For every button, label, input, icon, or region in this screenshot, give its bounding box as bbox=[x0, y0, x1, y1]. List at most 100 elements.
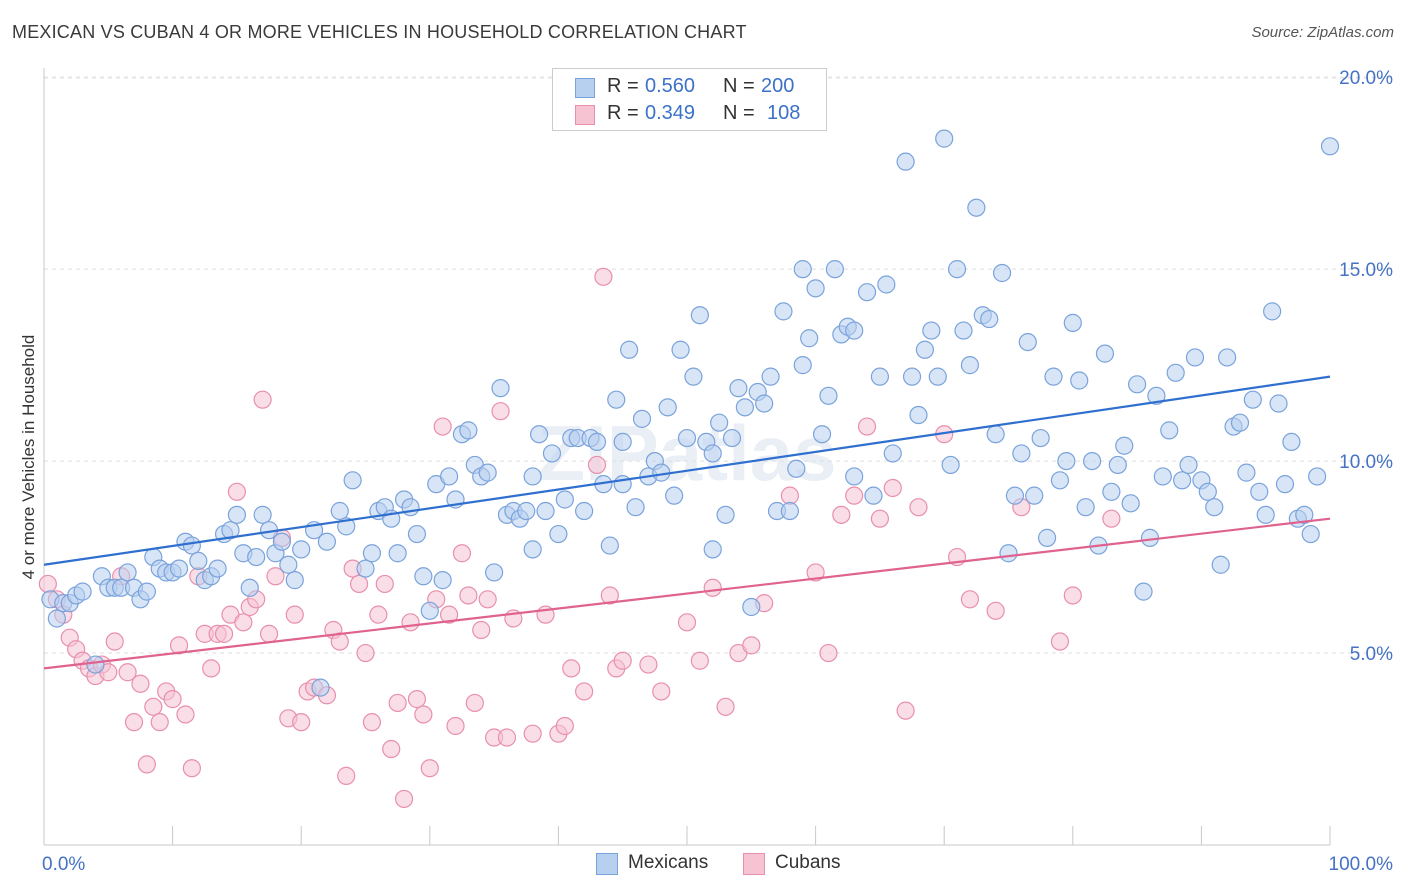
mexicans-point bbox=[1147, 386, 1166, 405]
mexicans-point bbox=[1320, 137, 1340, 156]
mexicans-point bbox=[1269, 394, 1288, 413]
mexicans-point bbox=[620, 340, 639, 359]
mexicans-point bbox=[439, 467, 459, 486]
cubans-point bbox=[677, 613, 697, 632]
mexicans-point bbox=[221, 521, 240, 540]
mexicans-point bbox=[607, 390, 626, 409]
cubans-point bbox=[600, 586, 619, 605]
mexicans-point bbox=[909, 405, 928, 425]
cubans-point bbox=[742, 636, 761, 655]
mexicans-point bbox=[491, 379, 510, 398]
cubans-point bbox=[253, 390, 272, 409]
cubans-point bbox=[478, 590, 497, 609]
cubans-point bbox=[144, 697, 163, 716]
mexicans-point bbox=[870, 367, 890, 386]
cubans-point bbox=[163, 690, 182, 709]
cubans-point bbox=[652, 682, 671, 701]
source-label: Source: ZipAtlas.com bbox=[1251, 24, 1394, 41]
mexicans-point bbox=[523, 467, 542, 486]
mexicans-point bbox=[311, 678, 330, 697]
y-tick-label: 10.0% bbox=[1339, 452, 1393, 473]
mexicans-point bbox=[613, 432, 632, 452]
mexicans-point bbox=[1095, 344, 1115, 363]
mexicans-point bbox=[330, 501, 349, 521]
mexicans-point bbox=[1301, 524, 1320, 544]
cubans-point bbox=[182, 759, 201, 778]
mexicans-point bbox=[1031, 428, 1050, 448]
cubans-points bbox=[38, 267, 1121, 809]
cubans-point bbox=[613, 651, 632, 670]
mexicans-point bbox=[247, 547, 266, 567]
mexicans-point bbox=[272, 532, 292, 551]
cubans-point bbox=[883, 478, 902, 498]
chart-title: MEXICAN VS CUBAN 4 OR MORE VEHICLES IN H… bbox=[12, 22, 747, 42]
mexicans-point bbox=[73, 582, 92, 601]
mexicans-point bbox=[362, 544, 382, 563]
mexicans-point bbox=[800, 329, 819, 348]
mexicans-point bbox=[1108, 455, 1127, 475]
cubans-point bbox=[382, 739, 401, 759]
mexicans-point bbox=[530, 425, 549, 444]
cubans-point bbox=[337, 766, 356, 785]
mexicans-point bbox=[1153, 467, 1172, 486]
cubans-point bbox=[401, 613, 420, 632]
mexicans-point bbox=[665, 486, 684, 505]
cubans-point bbox=[716, 697, 735, 716]
cubans-point bbox=[124, 713, 144, 732]
cubans-point bbox=[394, 789, 414, 809]
cubans-point bbox=[131, 674, 150, 693]
mexicans-point bbox=[722, 428, 742, 448]
cubans-point bbox=[575, 682, 594, 701]
cubans-point bbox=[420, 759, 439, 778]
mexicans-point bbox=[819, 386, 838, 405]
cubans-point bbox=[896, 701, 915, 720]
mexicans-point bbox=[1012, 444, 1031, 463]
mexicans-point bbox=[485, 563, 504, 582]
mexicans-point bbox=[812, 425, 832, 444]
mexicans-point bbox=[292, 540, 311, 559]
mexicans-point bbox=[1230, 413, 1250, 432]
mexicans-point bbox=[780, 501, 799, 521]
legend-item-mexicans[interactable]: Mexicans bbox=[596, 851, 726, 877]
cubans-point bbox=[1063, 586, 1082, 605]
mexicans-point bbox=[960, 356, 980, 375]
mexicans-point bbox=[845, 467, 864, 486]
mexicans-point bbox=[1263, 302, 1282, 321]
mexicans-point bbox=[877, 275, 896, 294]
mexicans-point bbox=[414, 567, 433, 586]
mexicans-point bbox=[896, 152, 915, 171]
watermark: ZIPatlas bbox=[537, 409, 836, 497]
mexicans-point bbox=[182, 536, 201, 555]
mexicans-point bbox=[86, 655, 105, 674]
mexicans-point bbox=[684, 367, 703, 386]
mexicans-point bbox=[137, 582, 156, 601]
mexicans-point bbox=[729, 379, 748, 398]
mexicans-point bbox=[1166, 363, 1185, 382]
mexicans-point bbox=[420, 601, 439, 620]
mexicans-point bbox=[1218, 348, 1237, 367]
mexicans-point bbox=[703, 540, 722, 559]
cubans-point bbox=[857, 417, 877, 436]
mexicans-point bbox=[1121, 494, 1140, 513]
mexicans-point bbox=[189, 551, 208, 571]
legend-item-cubans[interactable]: Cubans bbox=[743, 851, 853, 877]
cubans-point bbox=[472, 620, 491, 640]
n-label: N = bbox=[723, 75, 755, 97]
cubans-point bbox=[356, 643, 375, 663]
mexicans-point bbox=[1173, 471, 1192, 490]
mexicans-point bbox=[774, 302, 793, 321]
mexicans-point bbox=[285, 571, 304, 590]
mexicans-point bbox=[947, 260, 967, 279]
mexicans-point bbox=[356, 559, 375, 578]
mexicans-point bbox=[1243, 390, 1262, 409]
mexicans-point bbox=[1275, 475, 1295, 494]
cubans-point bbox=[169, 636, 189, 655]
mexicans-point bbox=[169, 559, 189, 578]
mexicans-point bbox=[549, 524, 568, 544]
mexicans-point bbox=[954, 321, 973, 340]
cubans-point bbox=[150, 713, 169, 732]
mexicans-point bbox=[658, 398, 677, 417]
mexicans-point bbox=[1037, 528, 1057, 547]
cubans-point bbox=[234, 613, 253, 632]
mexicans-point bbox=[980, 309, 999, 329]
